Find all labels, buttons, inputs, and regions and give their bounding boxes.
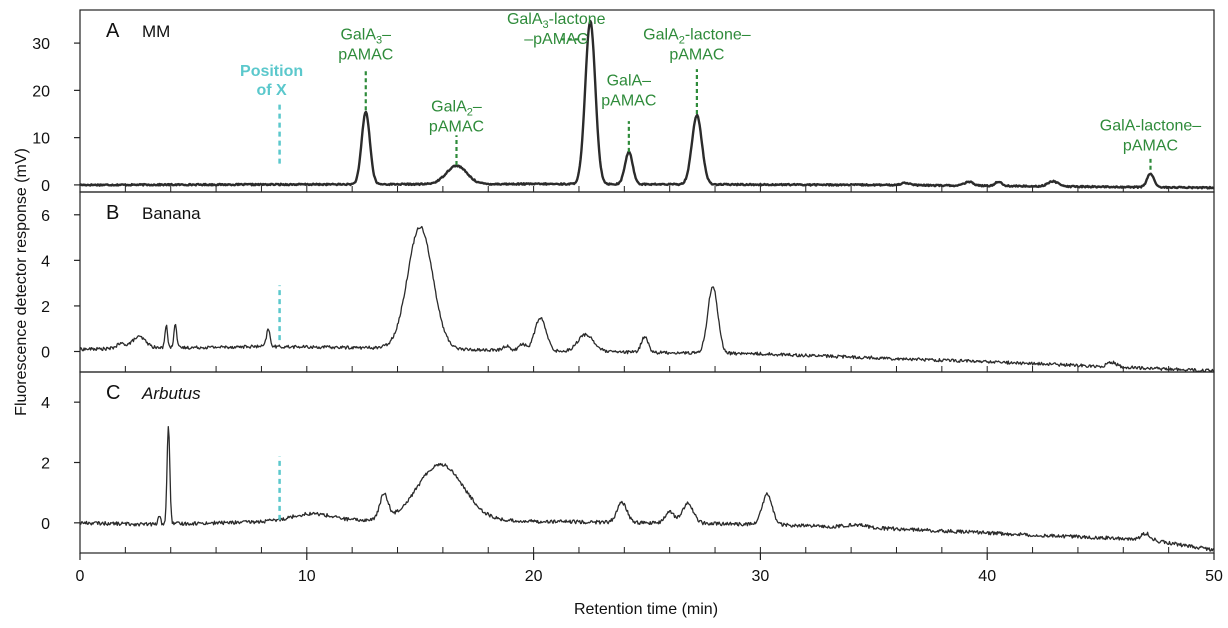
panel-letter: C (106, 382, 120, 404)
y-tick-label: 20 (32, 83, 50, 100)
marker-label: Position (240, 63, 303, 80)
x-axis: 0 10 20 30 40 50 (76, 553, 1223, 585)
peak-label: –pAMAC (524, 31, 588, 48)
panel-frame (79, 371, 1215, 554)
y-axis-title: Fluorescence detector response (mV) (13, 148, 30, 416)
y-tick-label: 4 (41, 395, 50, 412)
y-tick-label: 0 (41, 178, 50, 195)
peak-label: GalA3– (340, 26, 391, 46)
chromatogram-trace (79, 225, 1215, 373)
y-tick-label: 4 (41, 253, 50, 270)
x-tick-label: 40 (978, 568, 996, 585)
panel-letter: B (106, 202, 119, 224)
panel-title: MM (142, 22, 170, 41)
chromatogram-trace (79, 426, 1215, 552)
y-tick-label: 0 (41, 344, 50, 361)
peak-label: pAMAC (338, 46, 393, 63)
y-tick-label: 2 (41, 299, 50, 316)
marker-label: of X (256, 82, 287, 99)
x-tick-label: 30 (752, 568, 770, 585)
panel-title: Arbutus (141, 384, 201, 403)
panel-letter: A (106, 20, 120, 42)
x-tick-label: 20 (525, 568, 543, 585)
y-tick-label: 10 (32, 131, 50, 148)
peak-label: GalA-lactone– (1100, 118, 1201, 135)
peak-label: GalA3-lactone (507, 11, 606, 31)
y-tick-label: 0 (41, 516, 50, 533)
y-tick-label: 2 (41, 456, 50, 473)
panel-frame (79, 191, 1215, 373)
peak-label: pAMAC (1123, 138, 1178, 155)
x-tick-label: 0 (76, 568, 85, 585)
panel-title: Banana (142, 204, 201, 223)
peak-label: GalA2– (431, 99, 482, 119)
peak-label: GalA2-lactone– (643, 26, 751, 46)
y-tick-label: 6 (41, 208, 50, 225)
y-tick-label: 30 (32, 36, 50, 53)
chromatogram-trace (79, 19, 1215, 190)
x-tick-label: 10 (298, 568, 316, 585)
x-tick-label: 50 (1205, 568, 1223, 585)
peak-label: pAMAC (601, 93, 656, 110)
x-axis-title: Retention time (min) (574, 601, 718, 618)
panel-c: 0 2 4 C Arbutus (41, 371, 1215, 554)
peak-label: pAMAC (669, 46, 724, 63)
panel-b: 0 2 4 6 B Banana (41, 191, 1215, 373)
peak-label: GalA– (607, 73, 652, 90)
peak-label: pAMAC (429, 119, 484, 136)
